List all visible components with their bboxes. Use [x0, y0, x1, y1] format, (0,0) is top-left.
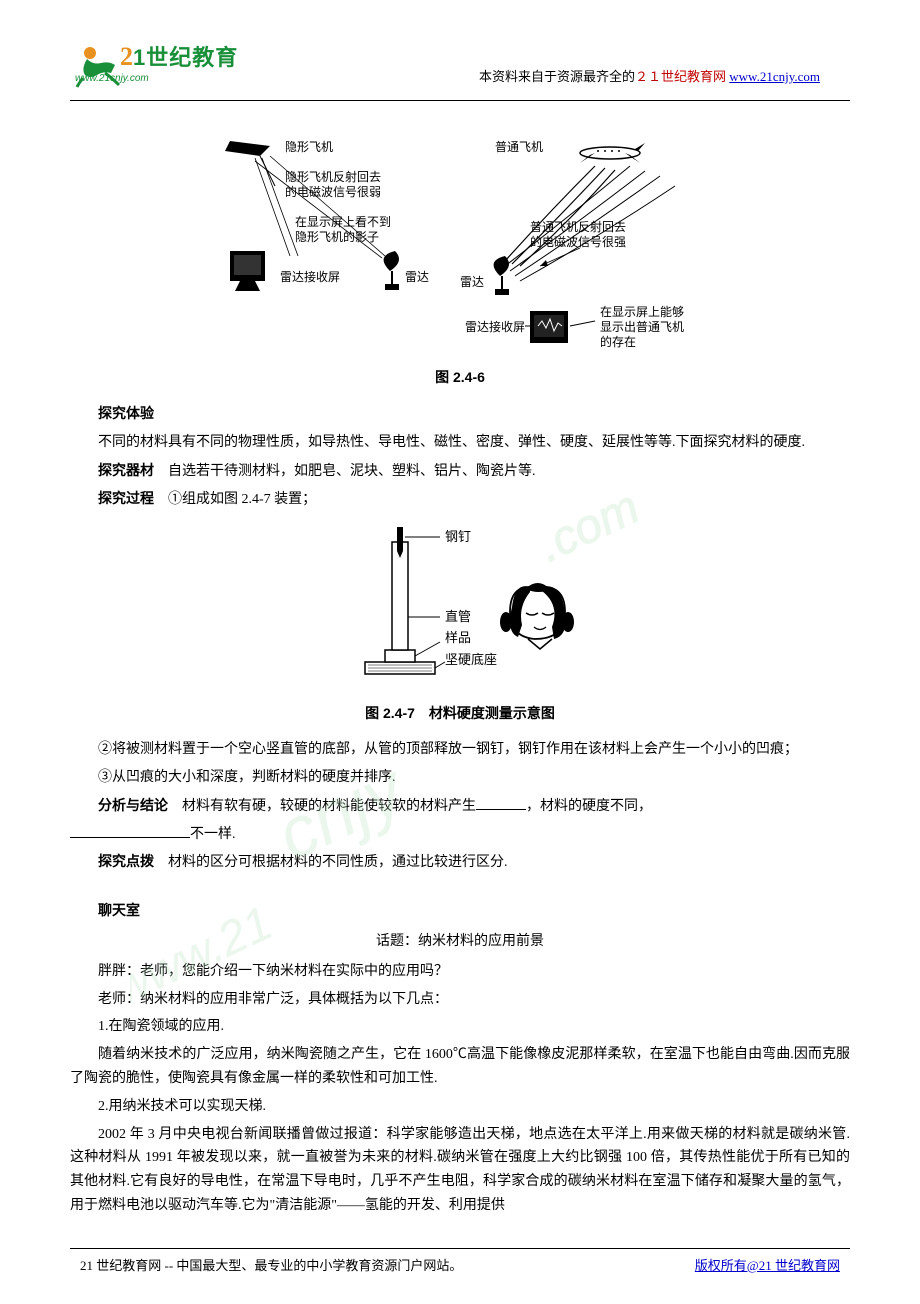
explore-process-step1: 探究过程 ①组成如图 2.4-7 装置； — [70, 487, 850, 512]
label-radar-right: 雷达 — [460, 275, 484, 289]
label-stealth-screen-1: 在显示屏上看不到 — [295, 215, 391, 229]
label-radar-screen-left: 雷达接收屏 — [280, 269, 340, 284]
explore-analysis: 分析与结论 材料有软有硬，较硬的材料能使较软的材料产生，材料的硬度不同， — [70, 794, 850, 819]
label-tube: 直管 — [445, 609, 471, 624]
blank-1 — [476, 795, 526, 810]
logo-text-en: www.21cnjy.com — [75, 73, 149, 84]
label-normal-screen-2: 显示出普通飞机 — [600, 320, 684, 334]
label-normal-reflect-2: 的电磁波信号很强 — [530, 234, 626, 249]
page-footer: 21 世纪教育网 -- 中国最大型、最专业的中小学教育资源门户网站。 版权所有@… — [70, 1255, 850, 1274]
chatroom-point1-body: 随着纳米技术的广泛应用，纳米陶瓷随之产生，它在 1600℃高温下能像橡皮泥那样柔… — [70, 1043, 850, 1091]
header-source-text: 本资料来自于资源最齐全的２１世纪教育网 www.21cnjy.com — [479, 66, 850, 90]
chatroom-line2: 老师：纳米材料的应用非常广泛，具体概括为以下几点： — [70, 988, 850, 1012]
label-normal-screen-1: 在显示屏上能够 — [600, 305, 684, 319]
logo-text-cn: 21世纪教育 — [120, 40, 238, 72]
label-radar-left: 雷达 — [405, 270, 429, 284]
label-normal-plane: 普通飞机 — [495, 140, 543, 154]
footer-divider — [70, 1248, 850, 1249]
label-normal-screen-3: 的存在 — [600, 334, 636, 349]
explore-intro: 不同的材料具有不同的物理性质，如导热性、导电性、磁性、密度、弹性、硬度、延展性等… — [70, 431, 850, 455]
chatroom-heading: 聊天室 — [70, 899, 850, 924]
label-stealth-plane: 隐形飞机 — [285, 140, 333, 154]
footer-right-link[interactable]: 版权所有@21 世纪教育网 — [695, 1255, 840, 1274]
explore-process-step3: ③从凹痕的大小和深度，判断材料的硬度并排序. — [70, 766, 850, 790]
header-source-link[interactable]: www.21cnjy.com — [729, 69, 820, 84]
chatroom-point1: 1.在陶瓷领域的应用. — [70, 1015, 850, 1039]
label-nail: 钢钉 — [445, 529, 471, 544]
label-normal-reflect-1: 普通飞机反射回去 — [530, 219, 626, 234]
figure-2-4-6: 隐形飞机 隐形飞机反射回去 的电磁波信号很弱 在显示屏上看不到 隐形飞机的影子 … — [70, 126, 850, 387]
explore-equipment: 探究器材 自选若干待测材料，如肥皂、泥块、塑料、铝片、陶瓷片等. — [70, 459, 850, 484]
explore-analysis-line2: 不一样. — [70, 823, 850, 847]
label-stealth-screen-2: 隐形飞机的影子 — [295, 229, 379, 244]
chatroom-point2-body: 2002 年 3 月中央电视台新闻联播曾做过报道：科学家能够造出天梯，地点选在太… — [70, 1123, 850, 1218]
fig-2-4-7-caption: 图 2.4-7 材料硬度测量示意图 — [70, 703, 850, 723]
radar-diagram-svg: 隐形飞机 隐形飞机反射回去 的电磁波信号很弱 在显示屏上看不到 隐形飞机的影子 … — [200, 126, 720, 356]
label-stealth-reflect-2: 的电磁波信号很弱 — [285, 184, 381, 199]
fig-2-4-6-caption: 图 2.4-6 — [70, 367, 850, 387]
header-divider — [70, 100, 850, 101]
chatroom-point2: 2.用纳米技术可以实现天梯. — [70, 1095, 850, 1119]
page-header: 21世纪教育 www.21cnjy.com 本资料来自于资源最齐全的２１世纪教育… — [70, 30, 850, 90]
label-radar-screen-right: 雷达接收屏 — [465, 319, 525, 334]
hardness-diagram-svg: 钢钉 直管 样品 坚硬底座 — [310, 522, 610, 692]
site-logo: 21世纪教育 www.21cnjy.com — [70, 35, 240, 90]
logo-figure-icon — [75, 43, 125, 93]
label-base: 坚硬底座 — [445, 652, 497, 667]
explore-process-step2: ②将被测材料置于一个空心竖直管的底部，从管的顶部释放一钢钉，钢钉作用在该材料上会… — [70, 738, 850, 762]
figure-2-4-7: 钢钉 直管 样品 坚硬底座 — [70, 522, 850, 723]
footer-left-text: 21 世纪教育网 -- 中国最大型、最专业的中小学教育资源门户网站。 — [80, 1255, 462, 1274]
chatroom-line1: 胖胖：老师，您能介绍一下纳米材料在实际中的应用吗？ — [70, 960, 850, 984]
explore-tip: 探究点拨 材料的区分可根据材料的不同性质，通过比较进行区分. — [70, 850, 850, 875]
blank-2 — [70, 823, 190, 838]
label-sample: 样品 — [445, 630, 471, 645]
chatroom-topic: 话题：纳米材料的应用前景 — [70, 930, 850, 954]
explore-heading: 探究体验 — [70, 402, 850, 427]
